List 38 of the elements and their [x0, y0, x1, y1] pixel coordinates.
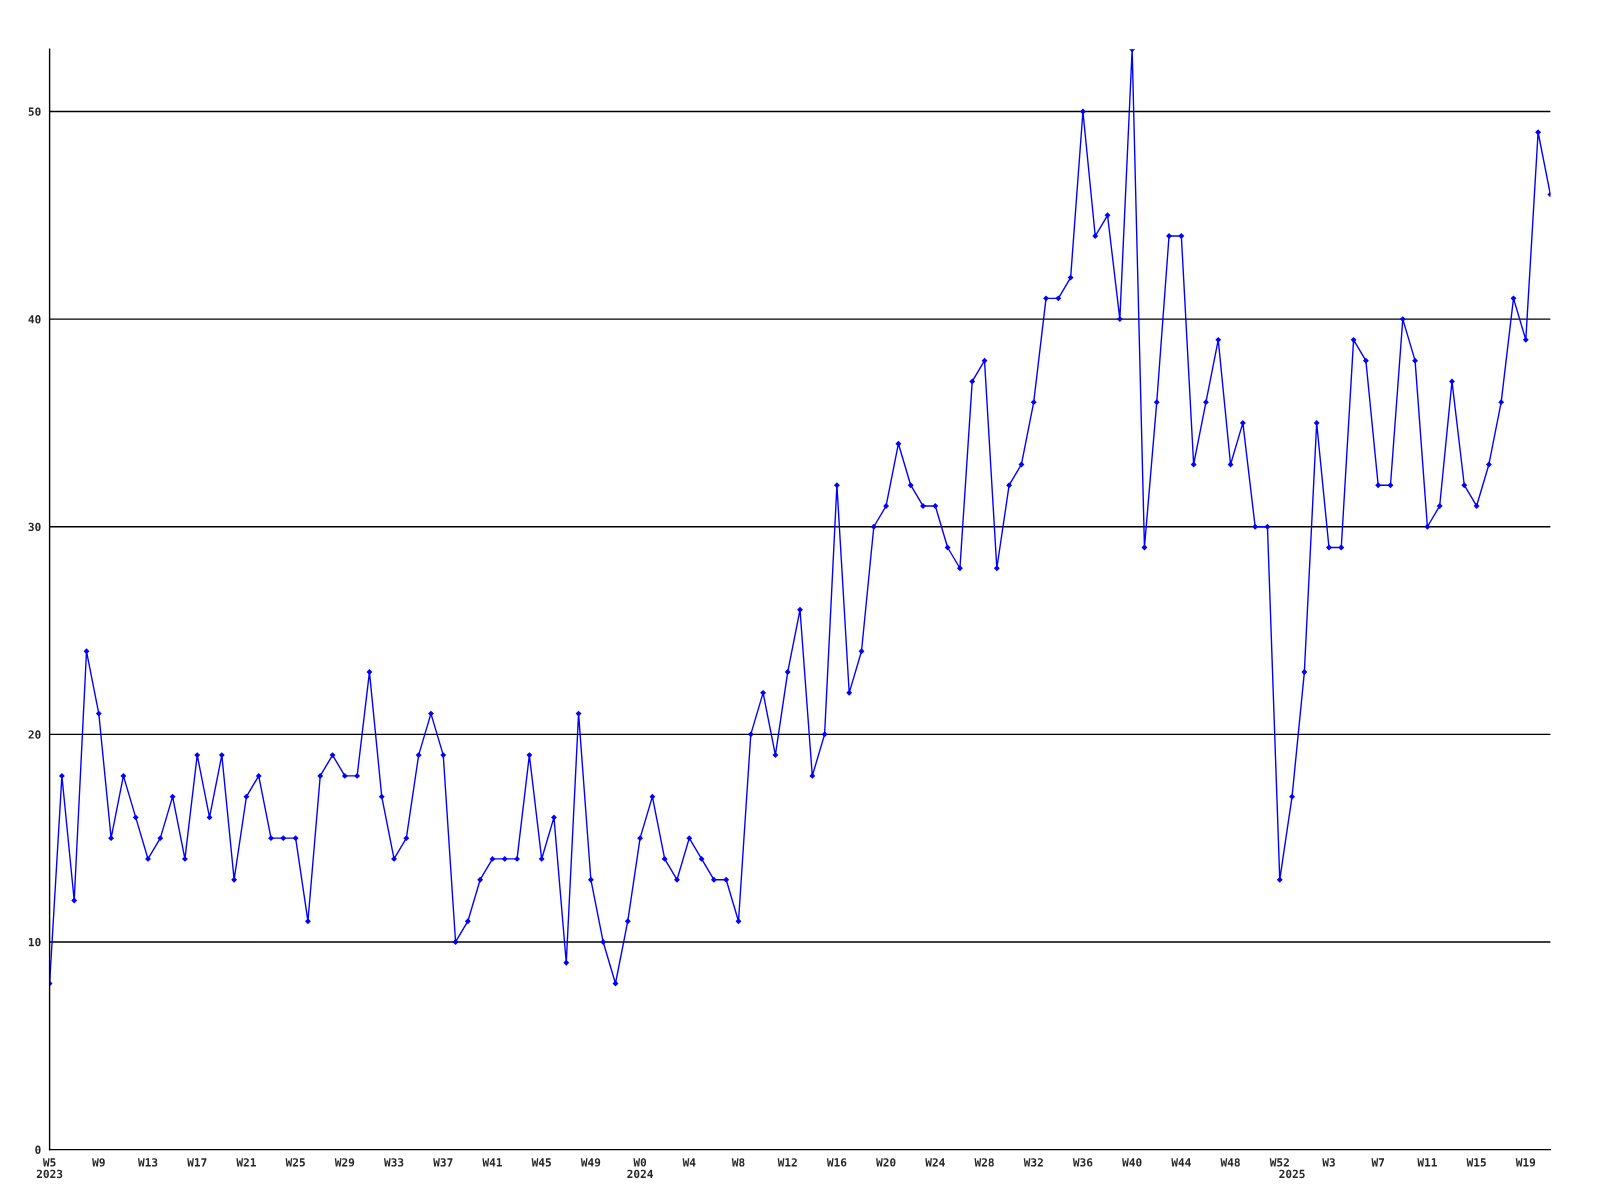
x-tick-label: W24 — [925, 1158, 945, 1167]
x-tick-label: W7 — [1371, 1158, 1385, 1167]
x-tick-label: W4 — [682, 1158, 696, 1167]
x-tick-label: W41 — [482, 1158, 502, 1167]
x-tick-label: W20 — [876, 1158, 896, 1167]
x-tick-label: W36 — [1072, 1158, 1093, 1167]
x-tick-label: W45 — [531, 1158, 551, 1167]
x-tick-label: W17 — [187, 1158, 207, 1167]
x-tick-label: W12 — [777, 1158, 797, 1167]
y-tick-label: 40 — [28, 315, 41, 324]
x-tick-label: W5 2023 — [36, 1158, 63, 1179]
x-tick-label: W44 — [1171, 1158, 1191, 1167]
y-tick-label: 0 — [35, 1145, 41, 1154]
y-tick-label: 10 — [28, 937, 41, 947]
x-tick-label: W49 — [580, 1158, 601, 1167]
x-tick-label: W48 — [1220, 1158, 1240, 1167]
x-tick-label: W37 — [433, 1158, 453, 1167]
x-tick-label: W15 — [1466, 1158, 1486, 1167]
x-tick-label: W21 — [236, 1158, 256, 1167]
x-tick-label: W16 — [826, 1158, 847, 1167]
x-tick-label: W28 — [974, 1158, 994, 1167]
x-tick-label: W33 — [384, 1158, 404, 1167]
x-tick-label: W29 — [334, 1158, 355, 1167]
x-tick-label: W40 — [1122, 1158, 1142, 1167]
x-tick-label: W13 — [137, 1158, 158, 1167]
x-tick-label: W9 — [92, 1158, 105, 1167]
x-tick-label: W3 — [1322, 1158, 1335, 1167]
x-tick-label: W11 — [1417, 1158, 1437, 1167]
x-tick-label: W25 — [285, 1158, 305, 1167]
x-tick-label: 2025 — [1279, 1169, 1305, 1179]
x-tick-label: W52 — [1269, 1158, 1289, 1167]
y-tick-label: 50 — [28, 107, 41, 116]
x-tick-label: W0 2024 — [627, 1158, 653, 1179]
y-tick-label: 30 — [28, 522, 41, 532]
y-tick-label: 20 — [28, 730, 41, 739]
x-tick-label: W19 — [1515, 1158, 1536, 1167]
x-tick-label: W8 — [731, 1158, 745, 1167]
x-tick-label: W32 — [1023, 1158, 1043, 1167]
